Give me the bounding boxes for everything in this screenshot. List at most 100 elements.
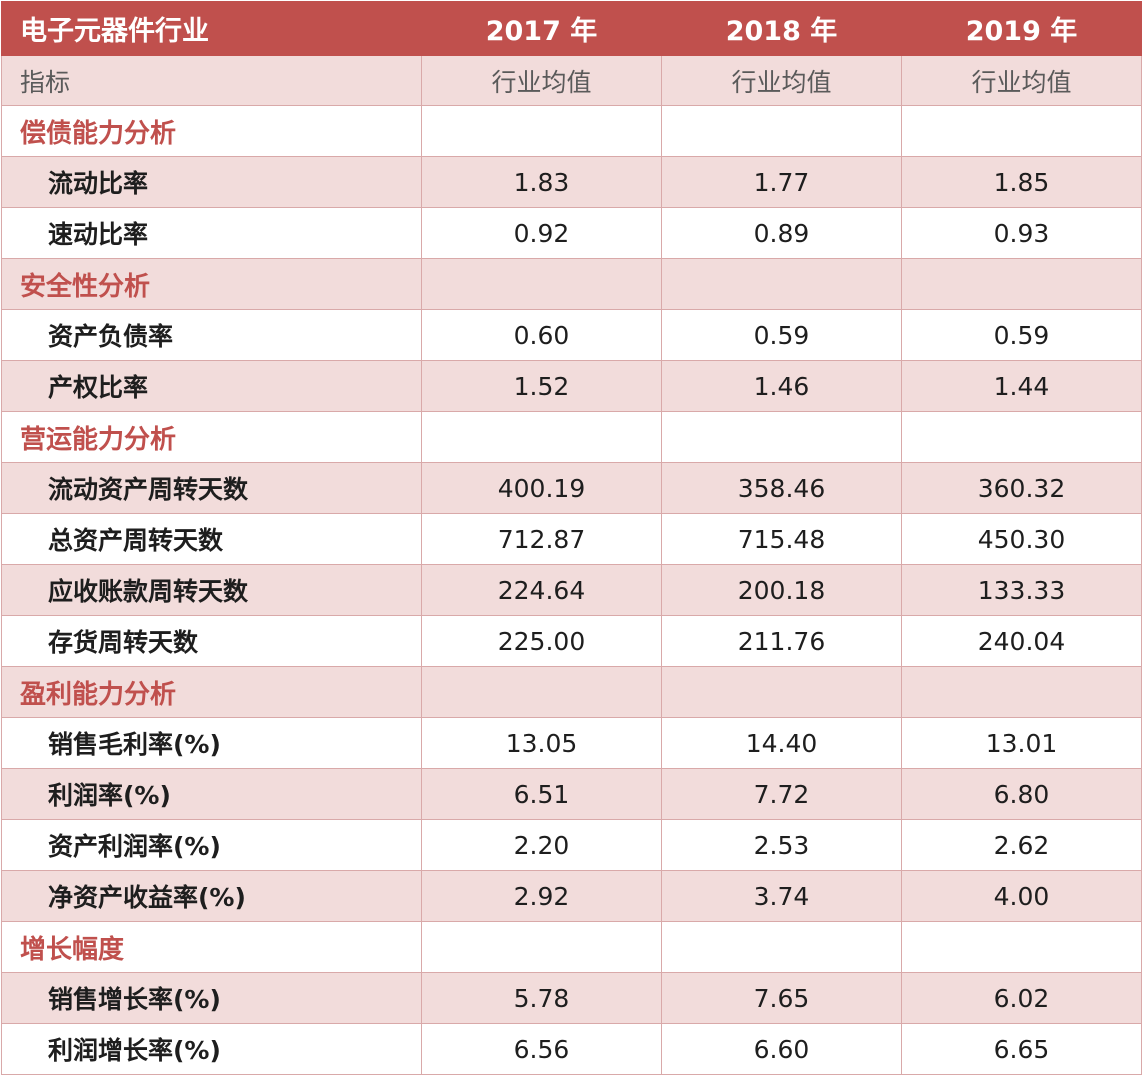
table-row: 产权比率 1.52 1.46 1.44	[1, 360, 1142, 412]
year-2019-header: 2019 年	[901, 1, 1142, 56]
indicator-label: 销售毛利率(%)	[1, 717, 422, 769]
section-row: 增长幅度	[1, 921, 1142, 973]
value-cell-2017: 712.87	[421, 513, 662, 565]
value-cell-2018: 3.74	[661, 870, 902, 922]
year-2018-header: 2018 年	[661, 1, 902, 56]
empty-cell	[901, 105, 1142, 157]
value-cell-2019: 4.00	[901, 870, 1142, 922]
empty-cell	[661, 921, 902, 973]
value-cell-2019: 360.32	[901, 462, 1142, 514]
indicator-label: 利润增长率(%)	[1, 1023, 422, 1075]
table-row: 流动比率 1.83 1.77 1.85	[1, 156, 1142, 208]
value-cell-2018: 7.65	[661, 972, 902, 1024]
empty-cell	[661, 258, 902, 310]
value-cell-2019: 133.33	[901, 564, 1142, 616]
metric-header-2019: 行业均值	[901, 55, 1142, 106]
empty-cell	[661, 411, 902, 463]
value-cell-2017: 2.20	[421, 819, 662, 871]
subheader-row: 指标 行业均值 行业均值 行业均值	[1, 55, 1142, 106]
section-title: 偿债能力分析	[1, 105, 422, 157]
value-cell-2019: 0.93	[901, 207, 1142, 259]
indicator-label: 存货周转天数	[1, 615, 422, 667]
value-cell-2019: 2.62	[901, 819, 1142, 871]
value-cell-2017: 1.52	[421, 360, 662, 412]
indicator-label: 流动比率	[1, 156, 422, 208]
header-row: 电子元器件行业 2017 年 2018 年 2019 年	[1, 1, 1142, 56]
section-row: 偿债能力分析	[1, 105, 1142, 157]
empty-cell	[421, 411, 662, 463]
value-cell-2017: 0.60	[421, 309, 662, 361]
value-cell-2018: 715.48	[661, 513, 902, 565]
table-row: 净资产收益率(%) 2.92 3.74 4.00	[1, 870, 1142, 922]
table-row: 销售毛利率(%) 13.05 14.40 13.01	[1, 717, 1142, 769]
value-cell-2018: 1.46	[661, 360, 902, 412]
table-row: 利润增长率(%) 6.56 6.60 6.65	[1, 1023, 1142, 1075]
value-cell-2018: 0.89	[661, 207, 902, 259]
value-cell-2017: 6.51	[421, 768, 662, 820]
indicator-label: 资产负债率	[1, 309, 422, 361]
industry-name-cell: 电子元器件行业	[1, 1, 422, 56]
value-cell-2017: 224.64	[421, 564, 662, 616]
table-row: 流动资产周转天数 400.19 358.46 360.32	[1, 462, 1142, 514]
section-title: 增长幅度	[1, 921, 422, 973]
indicator-label: 应收账款周转天数	[1, 564, 422, 616]
indicator-label: 净资产收益率(%)	[1, 870, 422, 922]
empty-cell	[661, 666, 902, 718]
value-cell-2017: 225.00	[421, 615, 662, 667]
indicator-label: 资产利润率(%)	[1, 819, 422, 871]
value-cell-2017: 400.19	[421, 462, 662, 514]
section-row: 营运能力分析	[1, 411, 1142, 463]
indicator-label: 利润率(%)	[1, 768, 422, 820]
empty-cell	[901, 921, 1142, 973]
table-row: 资产负债率 0.60 0.59 0.59	[1, 309, 1142, 361]
metric-header-2017: 行业均值	[421, 55, 662, 106]
empty-cell	[901, 258, 1142, 310]
section-title: 营运能力分析	[1, 411, 422, 463]
value-cell-2018: 358.46	[661, 462, 902, 514]
indicator-label: 产权比率	[1, 360, 422, 412]
table-row: 销售增长率(%) 5.78 7.65 6.02	[1, 972, 1142, 1024]
value-cell-2018: 0.59	[661, 309, 902, 361]
value-cell-2019: 13.01	[901, 717, 1142, 769]
value-cell-2019: 0.59	[901, 309, 1142, 361]
section-title: 安全性分析	[1, 258, 422, 310]
table-row: 应收账款周转天数 224.64 200.18 133.33	[1, 564, 1142, 616]
value-cell-2019: 1.85	[901, 156, 1142, 208]
table-row: 利润率(%) 6.51 7.72 6.80	[1, 768, 1142, 820]
value-cell-2019: 6.65	[901, 1023, 1142, 1075]
empty-cell	[421, 258, 662, 310]
value-cell-2017: 5.78	[421, 972, 662, 1024]
value-cell-2017: 0.92	[421, 207, 662, 259]
value-cell-2019: 6.02	[901, 972, 1142, 1024]
value-cell-2018: 211.76	[661, 615, 902, 667]
table-row: 总资产周转天数 712.87 715.48 450.30	[1, 513, 1142, 565]
value-cell-2018: 14.40	[661, 717, 902, 769]
table-row: 速动比率 0.92 0.89 0.93	[1, 207, 1142, 259]
metric-header-2018: 行业均值	[661, 55, 902, 106]
indicator-header: 指标	[1, 55, 422, 106]
indicator-label: 销售增长率(%)	[1, 972, 422, 1024]
section-row: 安全性分析	[1, 258, 1142, 310]
indicator-label: 流动资产周转天数	[1, 462, 422, 514]
year-2017-header: 2017 年	[421, 1, 662, 56]
value-cell-2017: 13.05	[421, 717, 662, 769]
indicator-label: 速动比率	[1, 207, 422, 259]
value-cell-2017: 1.83	[421, 156, 662, 208]
section-row: 盈利能力分析	[1, 666, 1142, 718]
empty-cell	[901, 411, 1142, 463]
empty-cell	[421, 921, 662, 973]
value-cell-2017: 2.92	[421, 870, 662, 922]
value-cell-2018: 1.77	[661, 156, 902, 208]
value-cell-2018: 200.18	[661, 564, 902, 616]
empty-cell	[421, 666, 662, 718]
indicator-label: 总资产周转天数	[1, 513, 422, 565]
empty-cell	[661, 105, 902, 157]
table-row: 存货周转天数 225.00 211.76 240.04	[1, 615, 1142, 667]
value-cell-2018: 7.72	[661, 768, 902, 820]
value-cell-2019: 1.44	[901, 360, 1142, 412]
value-cell-2019: 450.30	[901, 513, 1142, 565]
value-cell-2018: 6.60	[661, 1023, 902, 1075]
